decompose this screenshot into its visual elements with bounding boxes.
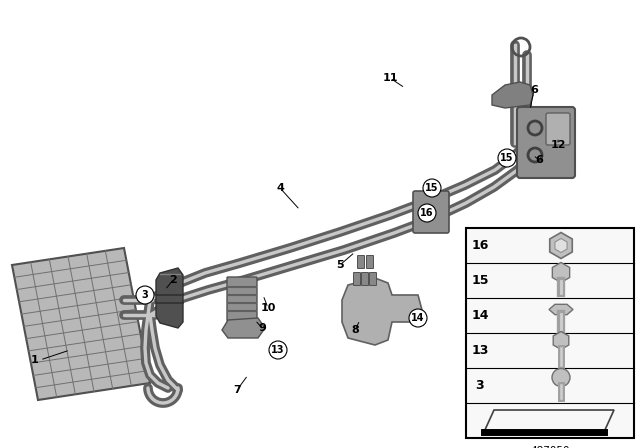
Circle shape [136, 286, 154, 304]
Text: 4: 4 [276, 183, 284, 193]
Circle shape [552, 369, 570, 387]
Text: 5: 5 [336, 260, 344, 270]
Text: 1: 1 [31, 355, 39, 365]
Circle shape [418, 204, 436, 222]
Polygon shape [492, 82, 533, 108]
Circle shape [498, 149, 516, 167]
Circle shape [423, 179, 441, 197]
Polygon shape [552, 263, 570, 283]
FancyBboxPatch shape [369, 272, 376, 285]
Polygon shape [156, 268, 183, 328]
Polygon shape [555, 238, 567, 253]
Text: 12: 12 [550, 140, 566, 150]
FancyBboxPatch shape [517, 107, 575, 178]
Text: 6: 6 [535, 155, 543, 165]
Text: 16: 16 [420, 208, 434, 218]
Text: 3: 3 [141, 290, 148, 300]
Text: 3: 3 [476, 379, 484, 392]
Bar [466, 228, 634, 438]
Polygon shape [550, 233, 572, 258]
Text: 8: 8 [351, 325, 359, 335]
FancyBboxPatch shape [367, 255, 374, 268]
Polygon shape [12, 248, 150, 400]
Text: 15: 15 [500, 153, 514, 163]
FancyBboxPatch shape [358, 255, 365, 268]
Circle shape [269, 341, 287, 359]
Text: 487050: 487050 [531, 446, 570, 448]
Text: 2: 2 [169, 275, 177, 285]
Polygon shape [553, 332, 569, 349]
Polygon shape [222, 318, 265, 338]
FancyBboxPatch shape [353, 272, 360, 285]
Text: 7: 7 [233, 385, 241, 395]
Polygon shape [342, 278, 422, 345]
Text: 13: 13 [471, 344, 489, 357]
FancyBboxPatch shape [227, 277, 257, 321]
Text: 11: 11 [382, 73, 397, 83]
Text: 6: 6 [530, 85, 538, 95]
Text: 15: 15 [425, 183, 439, 193]
Circle shape [409, 309, 427, 327]
FancyBboxPatch shape [362, 272, 369, 285]
Text: 13: 13 [271, 345, 285, 355]
Text: 15: 15 [471, 274, 489, 287]
Text: 9: 9 [258, 323, 266, 333]
FancyBboxPatch shape [413, 191, 449, 233]
FancyBboxPatch shape [546, 113, 570, 145]
Text: 14: 14 [412, 313, 425, 323]
Text: 14: 14 [471, 309, 489, 322]
Polygon shape [549, 304, 573, 314]
Text: 16: 16 [471, 239, 489, 252]
Text: 10: 10 [260, 303, 276, 313]
